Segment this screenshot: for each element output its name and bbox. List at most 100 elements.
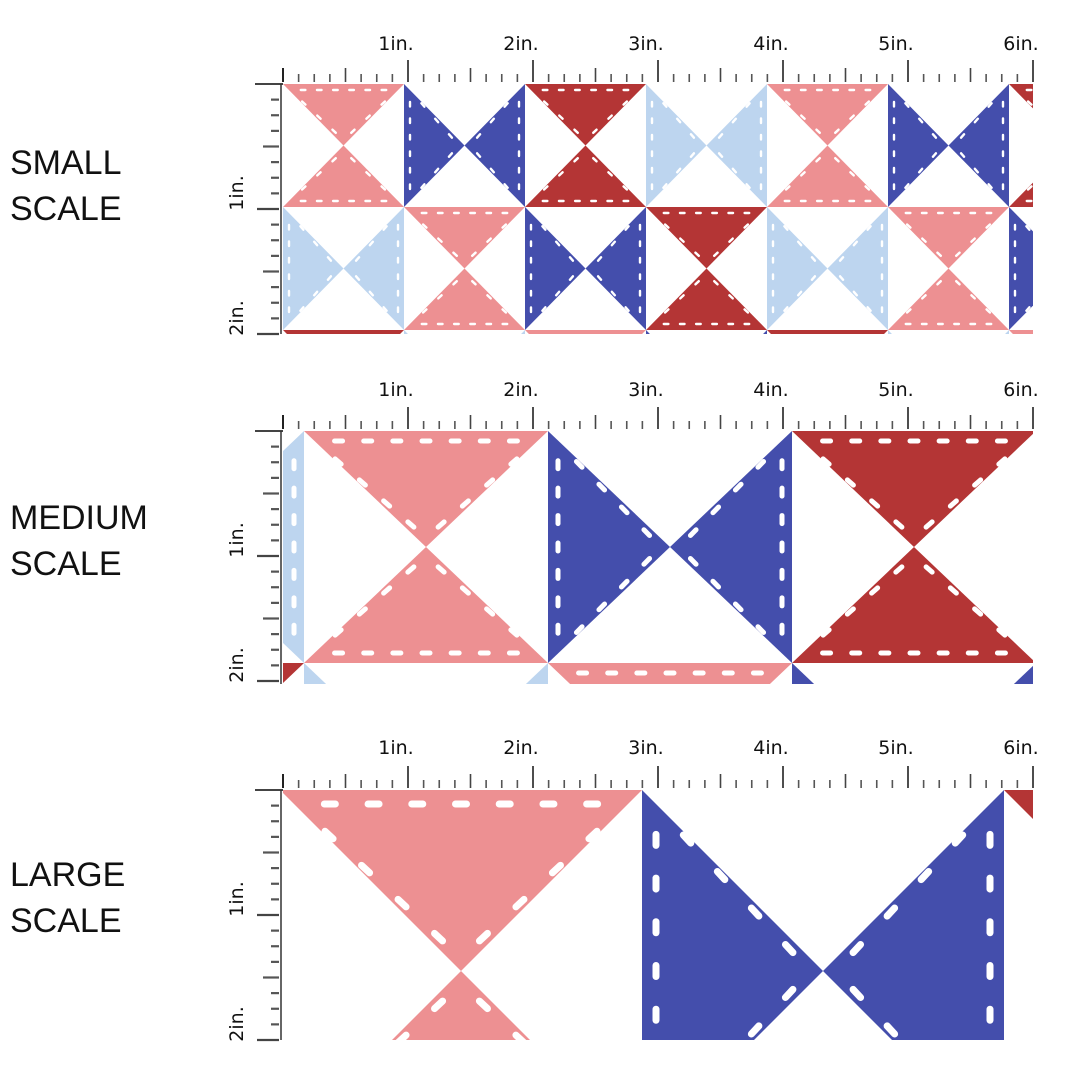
stitch-mark (606, 446, 613, 448)
stitch-mark (727, 322, 735, 326)
stitch-mark (409, 413, 411, 420)
stitch-mark (332, 650, 346, 656)
stitch-mark (573, 374, 580, 381)
pattern-tile-pink-vert (404, 207, 525, 330)
stitch-mark (839, 832, 852, 845)
stitch-mark (779, 540, 785, 554)
stitch-mark (917, 167, 924, 174)
stitch-mark (600, 708, 613, 720)
large-scale-swatch (283, 790, 1033, 1080)
triangle-left (642, 790, 823, 1040)
triangle-top (283, 330, 404, 334)
stitch-mark (904, 183, 910, 189)
triangle-top (792, 431, 1033, 547)
stitch-mark (459, 585, 471, 596)
stitch-mark (985, 322, 993, 326)
stitch-mark (866, 306, 872, 312)
stitch-mark (783, 199, 791, 203)
stitch-mark (689, 379, 695, 386)
triangle-left (646, 330, 650, 334)
stitch-mark (652, 1005, 660, 1024)
stitch-mark (547, 1064, 565, 1080)
stitch-mark (760, 363, 762, 370)
stitch-mark (986, 874, 994, 893)
stitch-mark (651, 363, 653, 370)
pattern-tile-pink-vert (888, 207, 1009, 330)
stitch-mark (970, 237, 976, 243)
stitch-mark (591, 156, 598, 163)
stitch-mark (596, 256, 603, 262)
stitch-mark (1001, 150, 1005, 158)
stitch-mark (191, 750, 204, 762)
stitch-mark (745, 348, 751, 355)
stitch-mark (784, 335, 791, 337)
stitch-mark (452, 211, 460, 215)
stitch-mark (712, 251, 719, 258)
stitch-mark (972, 606, 984, 617)
stitch-mark (1058, 335, 1065, 337)
stitch-mark (638, 223, 642, 231)
stitch-mark (1025, 225, 1031, 231)
stitch-mark (973, 117, 980, 124)
stitch-mark (833, 128, 840, 135)
stitch-mark (800, 690, 805, 703)
stitch-mark (312, 690, 317, 703)
pattern-tile-navy-horiz (548, 431, 792, 663)
stitch-mark (878, 438, 892, 444)
stitch-mark (800, 773, 805, 786)
stitch-mark (711, 211, 719, 215)
stitch-mark (291, 540, 297, 554)
triangle-right (343, 207, 404, 330)
stitch-mark (381, 498, 393, 509)
stitch-mark (447, 133, 454, 139)
triangle-left (792, 663, 815, 684)
stitch-mark (771, 289, 775, 297)
stitch-mark (107, 600, 120, 613)
stitch-mark (931, 787, 944, 800)
stitch-mark (1026, 185, 1033, 191)
stitch-mark (849, 650, 863, 656)
stitch-mark (866, 225, 872, 231)
stitch-mark (947, 498, 959, 509)
stitch-mark (893, 519, 905, 530)
stitch-mark (358, 861, 374, 877)
medium-scale-swatch (107, 431, 1033, 870)
stitch-mark (710, 504, 722, 516)
triangle-left (888, 330, 892, 334)
stitch-mark (880, 256, 884, 264)
stitch-mark (312, 827, 317, 840)
stitch-mark (618, 504, 630, 516)
stitch-mark (970, 294, 976, 300)
stitch-mark (1058, 200, 1065, 202)
stitch-mark (849, 985, 865, 1001)
stitch-mark (931, 379, 937, 386)
stitch-mark (396, 223, 400, 231)
stitch-mark (959, 398, 965, 405)
stitch-mark (800, 171, 806, 177)
stitch-mark (917, 413, 923, 420)
stitch-mark (953, 735, 966, 748)
stitch-mark (650, 133, 654, 141)
stitch-mark (689, 133, 696, 139)
stitch-mark (1025, 88, 1033, 92)
stitch-mark (542, 346, 549, 353)
stitch-mark (548, 861, 564, 877)
stitch-mark (459, 498, 471, 509)
stitch-mark (624, 306, 630, 312)
stitch-mark (331, 374, 338, 381)
stitch-mark (380, 88, 388, 92)
stitch-mark (651, 347, 653, 354)
stitch-mark (820, 438, 834, 444)
stitch-mark (1042, 200, 1049, 202)
stitch-mark (747, 1022, 763, 1038)
stitch-mark (408, 150, 412, 158)
stitch-mark (489, 413, 495, 420)
triangle-top (1004, 790, 1033, 819)
stitch-mark (573, 88, 581, 92)
stitch-mark (638, 256, 642, 264)
stitch-mark (576, 858, 589, 870)
stitch-mark (917, 363, 923, 370)
stitch-mark (712, 1057, 729, 1075)
stitch-mark (994, 650, 1008, 656)
stitch-mark (745, 102, 751, 108)
